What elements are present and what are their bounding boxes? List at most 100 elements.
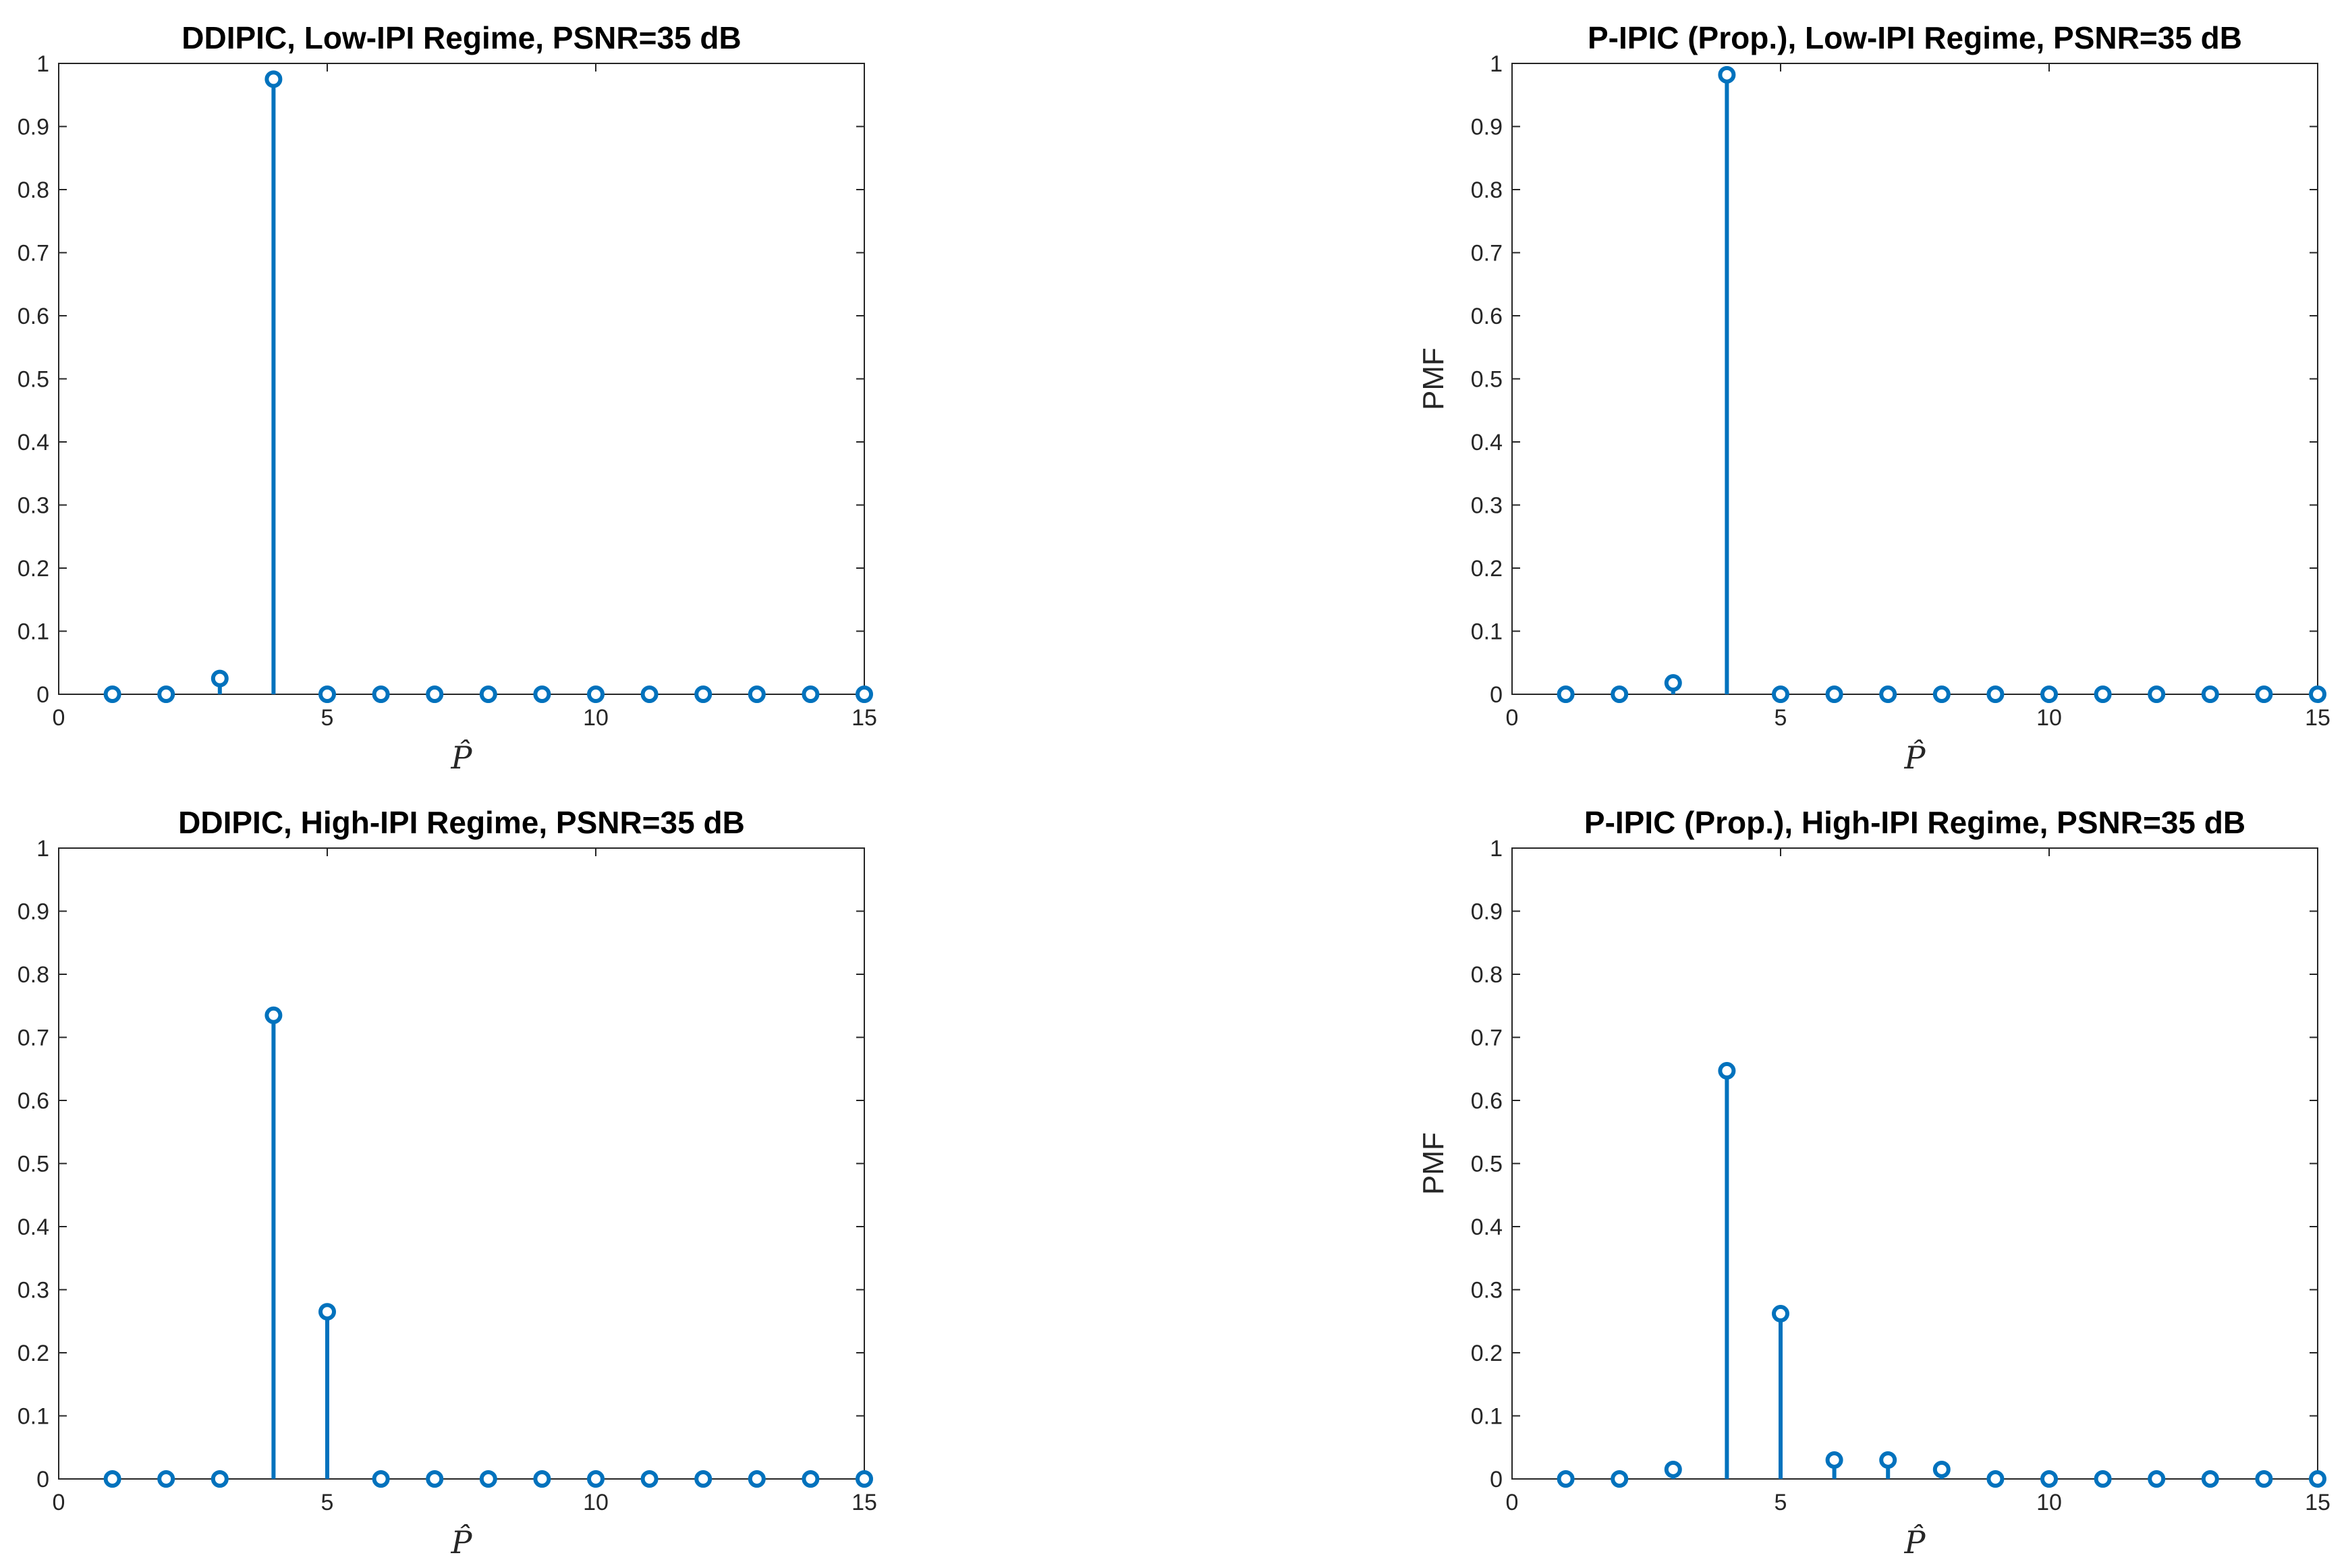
y-tick-label: 0.5 — [18, 1152, 49, 1177]
y-tick-label: 0.9 — [1471, 899, 1503, 925]
stem-marker — [587, 685, 605, 703]
x-axis-label: P̂ — [451, 739, 473, 776]
stem-marker — [318, 1303, 336, 1321]
subplot-2: 00.10.20.30.40.50.60.70.80.910 5 10 15P-IPI… — [1417, 20, 2330, 776]
y-tick-label: 0.7 — [18, 241, 49, 267]
stem-marker — [533, 685, 551, 703]
stem-marker — [1932, 1460, 1951, 1478]
stem-marker — [372, 685, 390, 703]
stem-marker — [2094, 685, 2112, 703]
y-tick-label: 0.2 — [1471, 556, 1503, 582]
y-tick-label: 0.9 — [18, 899, 49, 925]
y-tick-label: 0 — [1490, 682, 1503, 708]
stem-marker — [802, 685, 820, 703]
x-axis-label: P̂ — [1904, 1524, 1926, 1561]
stem-marker — [533, 1470, 551, 1488]
y-tick-label: 0.2 — [1471, 1341, 1503, 1366]
stem-marker — [1772, 1305, 1789, 1323]
x-tick-label: 5 — [1775, 1490, 1787, 1515]
axes-box — [1511, 63, 2318, 695]
stem-marker — [2255, 1470, 2273, 1488]
y-tick-label: 0.2 — [18, 556, 49, 582]
stem-marker — [640, 1470, 659, 1488]
stem-marker — [264, 70, 283, 88]
x-tick-label: 15 — [2305, 705, 2330, 731]
y-tick-label: 0.3 — [18, 493, 49, 519]
stem-marker — [2201, 1470, 2219, 1488]
stem-marker — [1986, 685, 2005, 703]
stem-marker — [1718, 65, 1736, 84]
axes-box — [1511, 847, 2318, 1480]
y-tick-label: 0.6 — [18, 304, 49, 329]
chart-title: DDIPIC, Low-IPI Regime, PSNR=35 dB — [181, 20, 741, 55]
stem-marker — [426, 1470, 444, 1488]
y-tick-label: 0.3 — [1471, 1278, 1503, 1304]
stem-marker — [2094, 1470, 2112, 1488]
stem-marker — [748, 1470, 766, 1488]
x-axis-label: P̂ — [1904, 739, 1926, 776]
stem-marker — [1557, 1470, 1575, 1488]
y-tick-label: 0 — [36, 682, 49, 708]
stem-marker — [802, 1470, 820, 1488]
y-tick-label: 0.8 — [18, 177, 49, 203]
x-axis-label: P̂ — [451, 1524, 473, 1561]
y-tick-label: 0.7 — [18, 1026, 49, 1051]
y-tick-label: 0.8 — [1471, 962, 1503, 988]
y-tick-label: 0.1 — [18, 1404, 49, 1430]
y-tick-label: 1 — [1490, 51, 1503, 77]
y-tick-label: 0 — [1490, 1467, 1503, 1492]
stem-marker — [1879, 1451, 1897, 1469]
stem-marker — [1611, 685, 1629, 703]
stem-marker — [2148, 685, 2166, 703]
y-tick-label: 0.6 — [1471, 304, 1503, 329]
stem-marker — [1879, 685, 1897, 703]
y-tick-label: 0.4 — [1471, 430, 1503, 455]
stem-marker — [157, 1470, 175, 1488]
y-tick-label: 0.8 — [1471, 177, 1503, 203]
stem-marker — [103, 1470, 121, 1488]
x-tick-label: 0 — [1506, 705, 1519, 731]
y-tick-label: 0.5 — [1471, 1152, 1503, 1177]
stem-marker — [1825, 1451, 1843, 1469]
y-tick-label: 0.5 — [18, 367, 49, 393]
x-tick-label: 10 — [2036, 1490, 2062, 1515]
stem-marker — [372, 1470, 390, 1488]
x-tick-label: 15 — [2305, 1490, 2330, 1515]
y-axis-label: PMF — [1417, 1132, 1450, 1195]
stem-marker — [2255, 685, 2273, 703]
x-tick-label: 10 — [583, 705, 609, 731]
y-tick-label: 0.9 — [1471, 115, 1503, 140]
x-tick-label: 5 — [1775, 705, 1787, 731]
stem-marker — [694, 1470, 713, 1488]
subplot-3: 00.10.20.30.40.50.60.70.80.910 5 10 15DDIPI… — [18, 805, 877, 1561]
y-tick-label: 0.3 — [1471, 493, 1503, 519]
stem-marker — [103, 685, 121, 703]
stem-marker — [1664, 674, 1682, 692]
stem-marker — [1825, 685, 1843, 703]
y-tick-label: 0.4 — [1471, 1214, 1503, 1240]
stem-marker — [2309, 685, 2326, 703]
stem-marker — [587, 1470, 605, 1488]
stem-marker — [264, 1006, 283, 1024]
x-tick-label: 15 — [851, 1490, 877, 1515]
stem-marker — [2040, 1470, 2058, 1488]
x-tick-label: 0 — [53, 1490, 65, 1515]
stem-marker — [856, 685, 873, 703]
chart-title: DDIPIC, High-IPI Regime, PSNR=35 dB — [178, 805, 745, 840]
stem-marker — [2309, 1470, 2326, 1488]
y-tick-label: 0.1 — [18, 619, 49, 645]
y-tick-label: 1 — [1490, 836, 1503, 862]
x-tick-label: 15 — [851, 705, 877, 731]
stem-marker — [426, 685, 444, 703]
y-tick-label: 0.7 — [1471, 1026, 1503, 1051]
stem-marker — [157, 685, 175, 703]
stem-marker — [640, 685, 659, 703]
y-tick-label: 0.4 — [18, 430, 49, 455]
stem-marker — [2201, 685, 2219, 703]
stem-marker — [1611, 1470, 1629, 1488]
stem-marker — [1718, 1062, 1736, 1080]
stem-marker — [1664, 1460, 1682, 1478]
y-tick-label: 0.4 — [18, 1214, 49, 1240]
y-axis-label: PMF — [1417, 347, 1450, 410]
axes-box — [58, 63, 865, 695]
